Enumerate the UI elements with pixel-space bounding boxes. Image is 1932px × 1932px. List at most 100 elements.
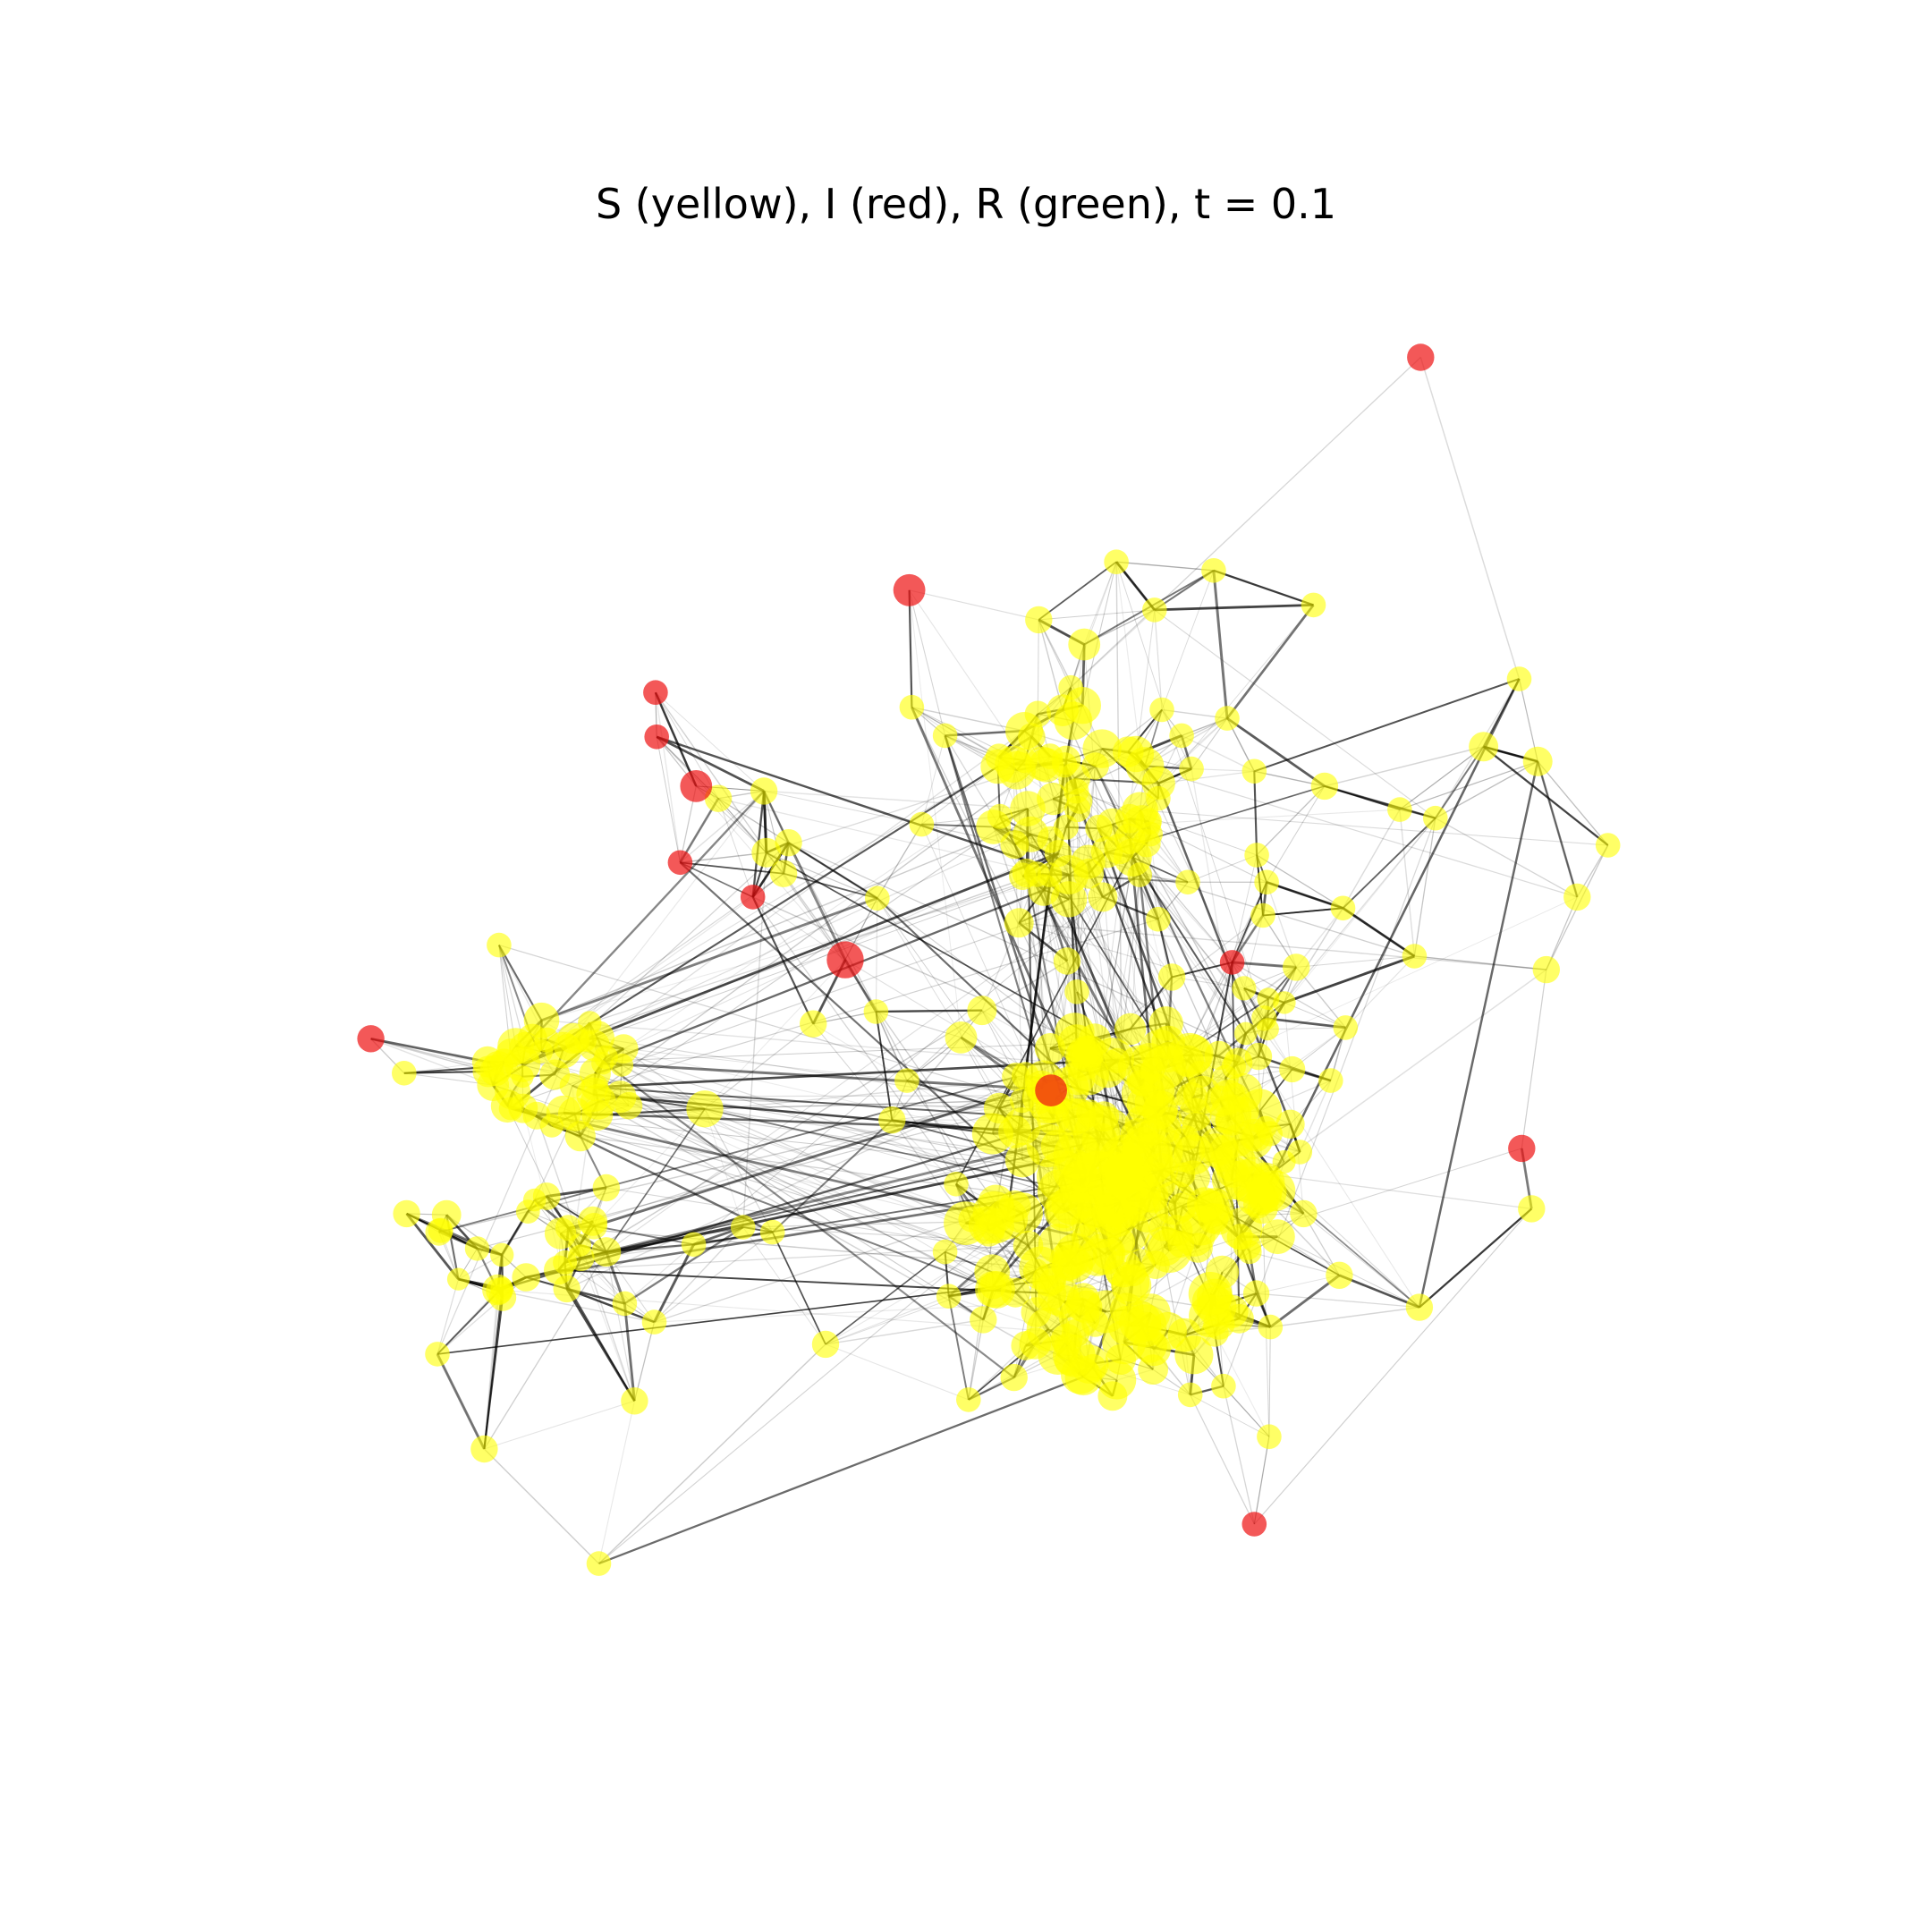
network-edge	[593, 959, 846, 1227]
susceptible-node	[945, 1021, 978, 1054]
susceptible-node	[392, 1061, 417, 1086]
network-edge	[1435, 818, 1578, 898]
susceptible-node	[1240, 1123, 1267, 1150]
network-edge	[1154, 609, 1436, 819]
infected-node	[680, 770, 713, 802]
infected-node	[893, 573, 926, 606]
network-edge	[877, 824, 922, 899]
network-edge	[1339, 1275, 1420, 1309]
network-edge	[1521, 970, 1547, 1148]
network-edge	[1419, 357, 1521, 680]
susceptible-node	[1260, 1219, 1295, 1255]
susceptible-node	[1151, 1025, 1185, 1060]
susceptible-node	[751, 837, 782, 868]
network-edge	[597, 1401, 635, 1564]
network-edge	[909, 589, 1173, 978]
susceptible-node	[956, 1387, 981, 1412]
network-edge	[1223, 1385, 1255, 1525]
network-edge	[825, 1343, 969, 1401]
infected-node	[740, 885, 766, 910]
network-edge	[947, 1296, 970, 1401]
susceptible-node	[1209, 1135, 1239, 1165]
susceptible-node	[750, 777, 778, 805]
susceptible-node	[1301, 592, 1326, 618]
network-edge	[436, 1353, 486, 1450]
susceptible-node	[1141, 1250, 1170, 1279]
susceptible-node	[1532, 955, 1561, 984]
network-edge	[1399, 760, 1538, 810]
susceptible-node	[578, 1030, 610, 1062]
susceptible-node	[1256, 1018, 1279, 1041]
network-edge	[655, 692, 682, 863]
infected-node	[357, 1025, 385, 1053]
figure-title: S (yellow), I (red), R (green), t = 0.1	[595, 180, 1337, 228]
network-edge	[483, 1251, 607, 1450]
susceptible-node	[1233, 1021, 1258, 1046]
network-edge	[606, 1187, 1070, 1262]
network-edge	[1019, 922, 1546, 970]
network-edge	[1139, 874, 1420, 1308]
network-edge	[1399, 746, 1484, 810]
susceptible-node	[769, 860, 798, 887]
network-edge	[577, 808, 1078, 1042]
susceptible-node	[1195, 1190, 1230, 1225]
susceptible-node	[490, 1089, 525, 1123]
susceptible-node	[1073, 858, 1105, 889]
network-edge	[717, 798, 1050, 876]
susceptible-node	[1595, 833, 1621, 858]
network-edge	[680, 861, 753, 898]
susceptible-node	[482, 1274, 513, 1306]
susceptible-node	[704, 784, 733, 812]
network-edge	[1399, 746, 1485, 810]
network-edge	[704, 1108, 744, 1228]
susceptible-node	[967, 996, 997, 1026]
susceptible-node	[1050, 881, 1088, 918]
network-edge	[1213, 570, 1314, 606]
network-edge	[1181, 734, 1255, 772]
network-edge	[1483, 746, 1608, 846]
network-edge	[1284, 907, 1344, 1004]
network-edge	[771, 1232, 826, 1345]
network-edge	[1414, 955, 1546, 970]
susceptible-node	[1220, 1082, 1250, 1113]
network-edge	[1482, 745, 1609, 846]
network-edge	[680, 861, 754, 898]
network-edge	[1537, 760, 1579, 898]
susceptible-node	[878, 1106, 906, 1134]
susceptible-node	[1283, 953, 1310, 981]
node-layer	[357, 343, 1621, 1576]
network-edge	[1537, 761, 1579, 898]
susceptible-node	[1250, 902, 1275, 928]
network-edge	[1038, 609, 1155, 621]
susceptible-node	[1226, 1224, 1253, 1250]
network-edge	[370, 1038, 494, 1086]
susceptible-node	[1104, 549, 1129, 574]
susceptible-node	[529, 1039, 554, 1063]
susceptible-node	[1064, 1358, 1103, 1396]
network-edge	[1342, 907, 1416, 958]
network-edge	[693, 896, 1104, 1245]
network-edge	[623, 1303, 636, 1402]
network-edge	[891, 1119, 957, 1185]
network-edge	[944, 735, 1054, 1106]
susceptible-node	[1224, 1303, 1254, 1334]
susceptible-node	[580, 1213, 607, 1240]
network-edge	[1187, 854, 1258, 883]
network-edge	[1253, 1436, 1270, 1525]
network-edge	[1537, 761, 1578, 898]
network-edge	[1269, 1274, 1341, 1328]
network-edge	[1226, 716, 1326, 788]
network-edge	[1256, 854, 1343, 909]
susceptible-node	[511, 1065, 534, 1089]
susceptible-node	[1241, 758, 1267, 784]
network-edge	[547, 1039, 1084, 1204]
infected-node	[1407, 343, 1435, 371]
susceptible-node	[1132, 829, 1161, 858]
network-edge	[1256, 785, 1326, 856]
susceptible-node	[1157, 963, 1186, 991]
susceptible-node	[554, 1034, 580, 1061]
susceptible-node	[1021, 1297, 1052, 1327]
network-edge	[602, 764, 1047, 1064]
network-edge	[741, 852, 767, 1228]
